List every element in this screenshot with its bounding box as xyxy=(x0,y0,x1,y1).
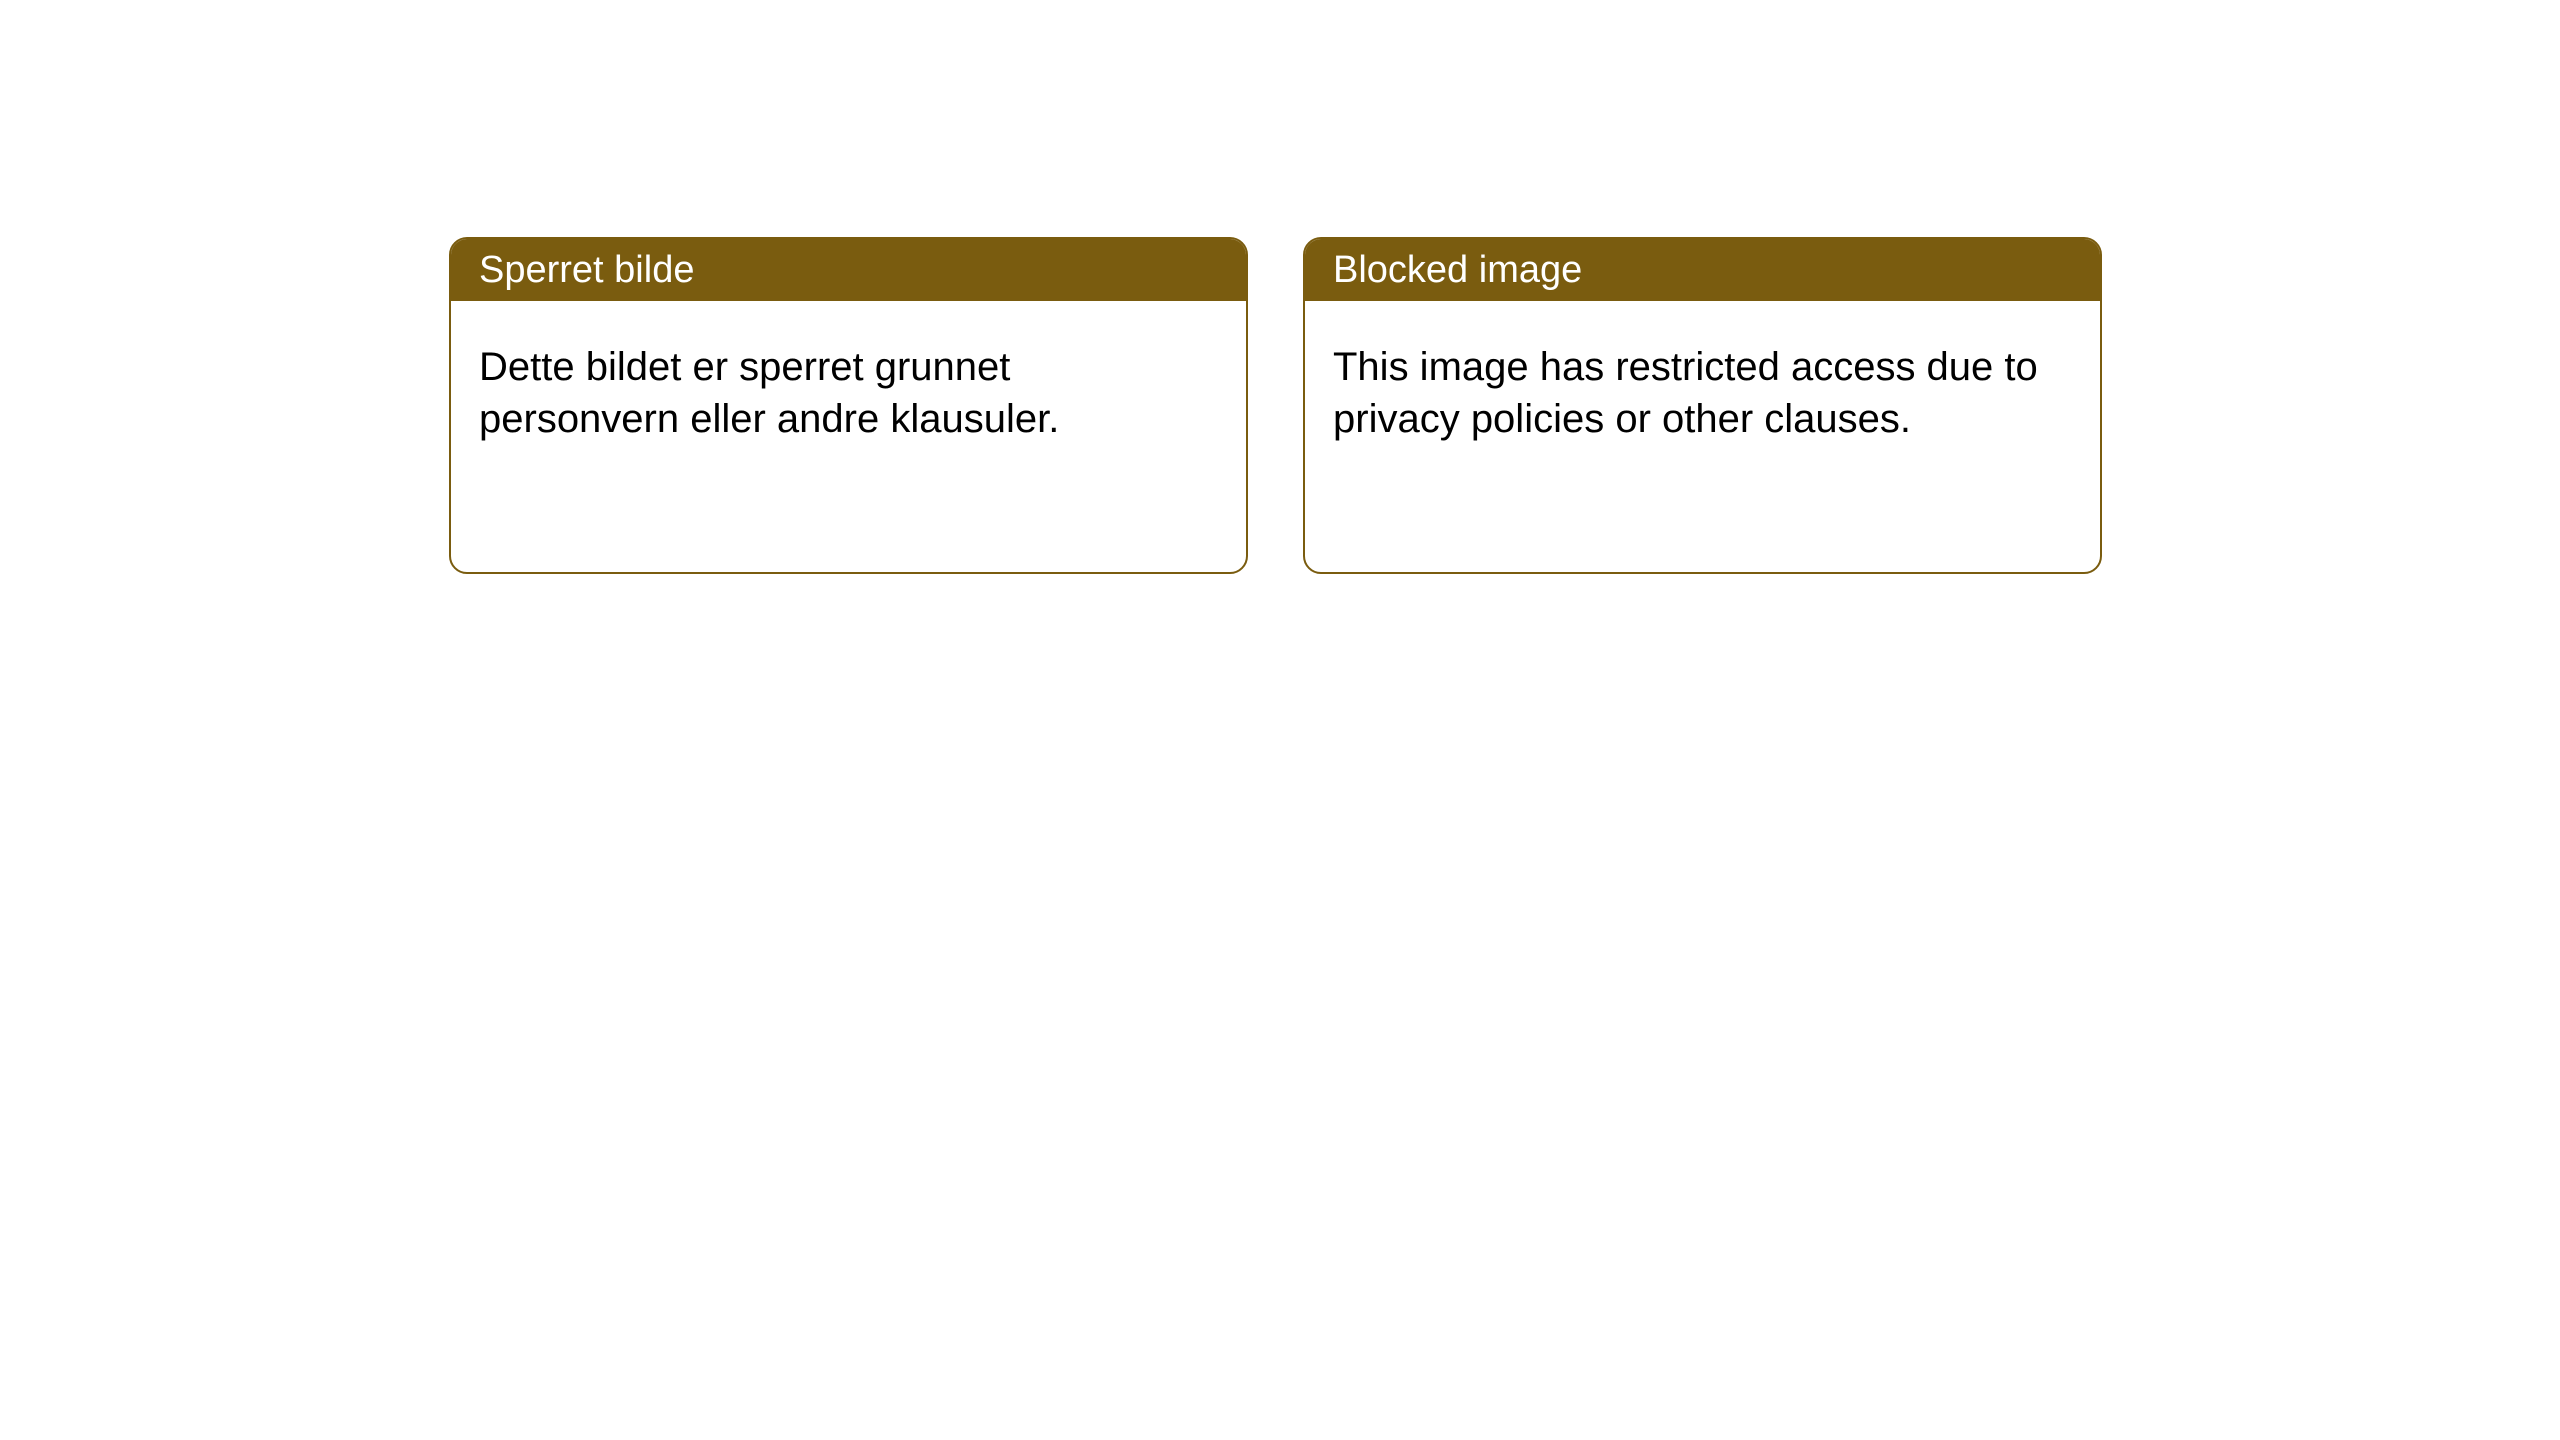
card-body-text: This image has restricted access due to … xyxy=(1333,345,2038,441)
notice-card-norwegian: Sperret bilde Dette bildet er sperret gr… xyxy=(449,237,1248,574)
card-header: Sperret bilde xyxy=(451,239,1246,301)
card-body: This image has restricted access due to … xyxy=(1305,301,2100,485)
card-body-text: Dette bildet er sperret grunnet personve… xyxy=(479,345,1059,441)
card-header: Blocked image xyxy=(1305,239,2100,301)
notice-card-english: Blocked image This image has restricted … xyxy=(1303,237,2102,574)
card-body: Dette bildet er sperret grunnet personve… xyxy=(451,301,1246,485)
card-header-text: Sperret bilde xyxy=(479,249,694,292)
card-header-text: Blocked image xyxy=(1333,249,1582,292)
notice-cards-container: Sperret bilde Dette bildet er sperret gr… xyxy=(449,237,2102,574)
